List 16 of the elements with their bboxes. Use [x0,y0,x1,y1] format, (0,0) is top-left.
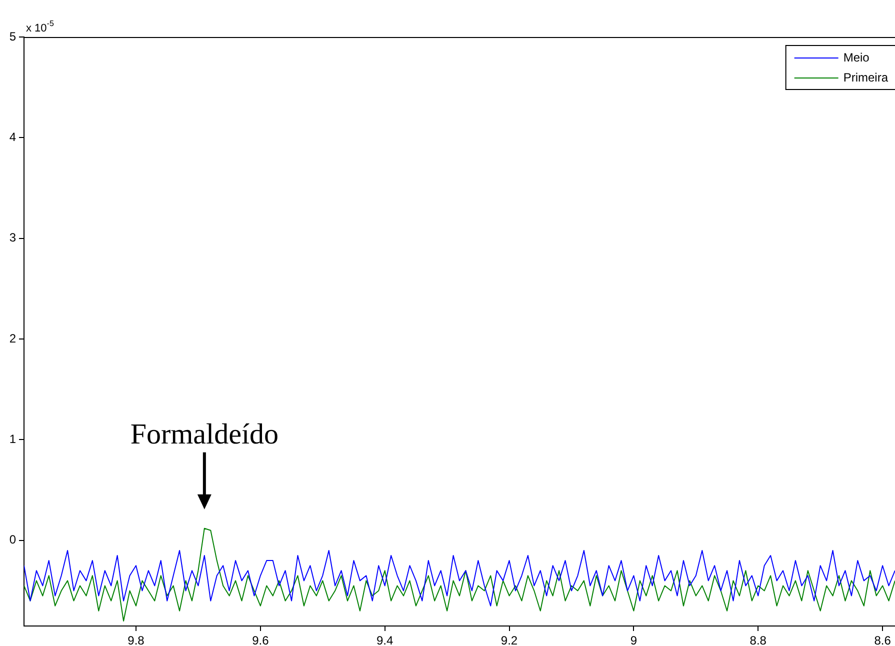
x-tick-label: 9.6 [252,634,270,646]
x-tick-label: 9.2 [500,634,518,646]
x-tick-label: 8.8 [750,634,767,646]
x-tick-label: 9 [630,634,638,646]
y-tick-label: 4 [9,130,16,144]
x-tick-label: 9.4 [376,634,394,646]
x-tick-label: 8.6 [874,634,892,646]
y-tick-label: 0 [9,532,16,547]
y-tick-label: 5 [9,29,16,44]
y-tick-label: 1 [9,432,16,446]
annotation: Formaldeído [130,418,279,450]
y-tick-label: 3 [9,230,16,245]
y-tick-label: 2 [9,331,16,346]
legend-label: Primeira [843,70,888,84]
x-tick-label: 9.8 [128,634,145,646]
legend-label: Meio [843,50,870,64]
